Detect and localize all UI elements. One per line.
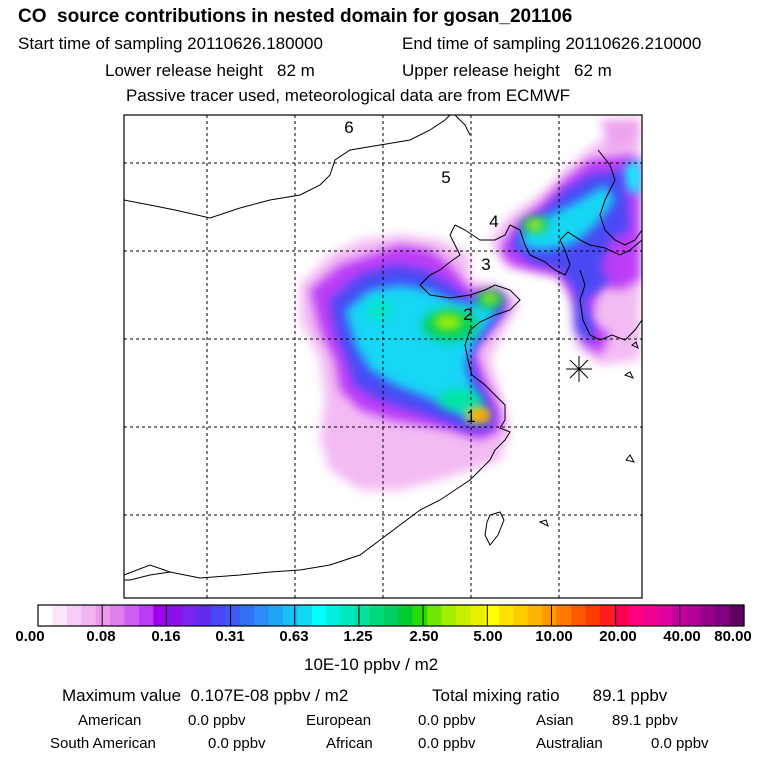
colorbar-swatch [153,605,169,626]
colorbar-tick: 0.63 [279,628,309,645]
colorbar-swatch [66,605,82,626]
colorbar-swatch [138,605,154,626]
colorbar-swatch [513,605,529,626]
region-label: 3 [481,255,490,274]
colorbar-swatch [499,605,515,626]
african-label: African [326,735,373,752]
plot-title: CO source contributions in nested domain… [18,6,573,27]
south-american-value: 0.0 ppbv [208,735,266,752]
colorbar-swatch [484,605,500,626]
colorbar-tick: 5.00 [473,628,503,645]
colorbar-swatch [210,605,226,626]
end-time: End time of sampling 20110626.210000 [402,34,702,53]
lat-lon-grid [124,115,642,598]
receptor-star-icon [566,356,592,382]
colorbar-swatch [470,605,486,626]
colorbar-swatch [239,605,255,626]
colorbar-swatch [297,605,313,626]
colorbar-swatch [167,605,183,626]
colorbar-swatch [599,605,615,626]
colorbar-tick: 0.16 [151,628,181,645]
asian-value: 89.1 ppbv [612,712,678,729]
australian-label: Australian [536,735,603,752]
colorbar-swatch [38,605,54,626]
colorbar-swatch [354,605,370,626]
colorbar-swatch [657,605,673,626]
colorbar-swatch [268,605,284,626]
colorbar-swatch [52,605,68,626]
upper-release-height: Upper release height 62 m [402,61,612,80]
american-label: American [78,712,142,729]
colorbar-swatch [110,605,126,626]
colorbar-tick: 10.00 [535,628,573,645]
colorbar-swatch [455,605,471,626]
european-value: 0.0 ppbv [418,712,476,729]
colorbar-swatch [182,605,198,626]
colorbar-swatch [383,605,399,626]
colorbar-swatch [95,605,111,626]
plume-field: 1 2 3 4 5 6 [124,115,642,598]
region-label: 5 [441,168,450,187]
colorbar-swatch [225,605,241,626]
total-mixing-ratio: Total mixing ratio 89.1 ppbv [432,686,668,705]
colorbar-swatch [556,605,572,626]
colorbar-swatch [254,605,270,626]
colorbar-swatch [643,605,659,626]
colorbar-swatch [686,605,702,626]
colorbar-tick: 20.00 [599,628,637,645]
region-label: 2 [463,305,472,324]
region-label: 6 [344,118,353,137]
colorbar-frame [37,604,745,627]
colorbar-tick: 1.25 [343,628,373,645]
region-label: 1 [466,407,475,426]
colorbar-swatch [124,605,140,626]
colorbar-swatch [441,605,457,626]
colorbar-swatch [614,605,630,626]
map-frame [123,114,643,599]
colorbar-tick: 0.00 [15,628,45,645]
colorbar-swatch [340,605,356,626]
colorbar-swatch [326,605,342,626]
colorbar-swatch [715,605,731,626]
american-value: 0.0 ppbv [188,712,246,729]
colorbar-tick: 0.08 [86,628,116,645]
colorbar-swatch [542,605,558,626]
african-value: 0.0 ppbv [418,735,476,752]
region-label: 4 [489,212,498,231]
european-label: European [306,712,372,729]
australian-value: 0.0 ppbv [651,735,709,752]
colorbar-tick: 40.00 [663,628,701,645]
lower-release-height: Lower release height 82 m [105,61,315,80]
colorbar-swatch [571,605,587,626]
colorbar-swatch [282,605,298,626]
colorbar-swatch [369,605,385,626]
colorbar-swatch [196,605,212,626]
colorbar-swatch [427,605,443,626]
colorbar-swatch [412,605,428,626]
asian-label: Asian [536,712,574,729]
colorbar-swatch [700,605,716,626]
start-time: Start time of sampling 20110626.180000 [18,34,323,53]
colorbar-swatch [398,605,414,626]
colorbar-swatch [729,605,745,626]
maximum-value: Maximum value 0.107E-08 ppbv / m2 [62,686,349,705]
colorbar-swatch [585,605,601,626]
colorbar-tick: 80.00 [714,628,752,645]
colorbar-swatch [81,605,97,626]
coastlines [124,115,642,581]
colorbar-swatch [527,605,543,626]
colorbar-swatch [628,605,644,626]
colorbar-unit: 10E-10 ppbv / m2 [304,655,439,674]
colorbar-tick: 2.50 [409,628,439,645]
colorbar-swatch [311,605,327,626]
tracer-note: Passive tracer used, meteorological data… [126,86,571,105]
colorbar-tick: 0.31 [215,628,245,645]
south-american-label: South American [50,735,156,752]
